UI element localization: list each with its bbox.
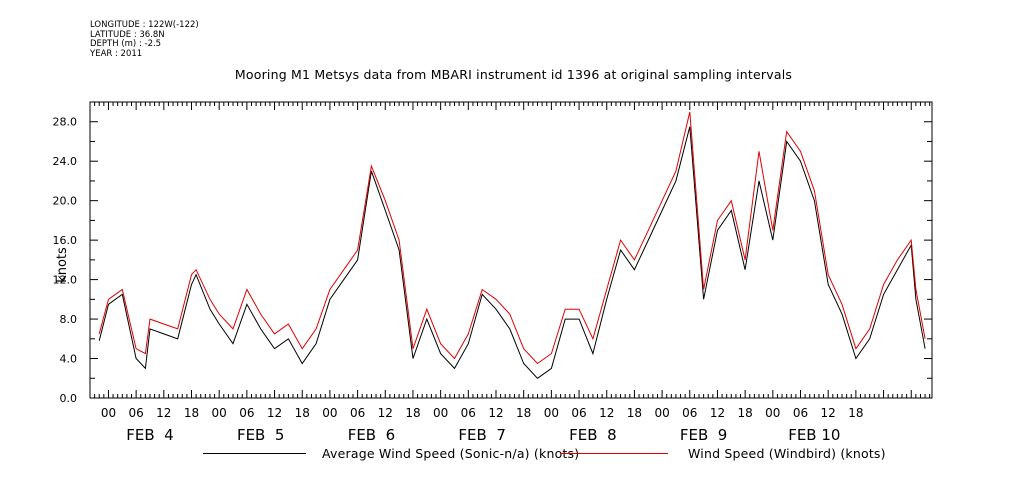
x-hour-label: 18 <box>848 406 863 420</box>
x-day-label: FEB 10 <box>788 426 840 444</box>
x-hour-label: 12 <box>378 406 393 420</box>
x-hour-label: 00 <box>654 406 669 420</box>
series-line-windbird <box>98 111 926 365</box>
y-tick-label: 8.0 <box>60 313 78 326</box>
legend-label-average: Average Wind Speed (Sonic-n/a) (knots) <box>322 446 580 461</box>
x-hour-label: 00 <box>212 406 227 420</box>
x-day-label: FEB 6 <box>348 426 395 444</box>
x-day-label: FEB 4 <box>126 426 173 444</box>
x-hour-label: 00 <box>101 406 116 420</box>
series-line-average-wind <box>98 126 926 379</box>
y-tick-label: 12.0 <box>53 274 78 287</box>
legend-swatch-windbird <box>560 453 668 454</box>
x-hour-label: 12 <box>599 406 614 420</box>
legend-swatch-average <box>203 453 306 454</box>
y-tick-label: 0.0 <box>60 392 78 405</box>
chart-title: Mooring M1 Metsys data from MBARI instru… <box>234 67 793 82</box>
x-hour-label: 06 <box>682 406 697 420</box>
x-hour-label: 06 <box>128 406 143 420</box>
x-hour-label: 06 <box>350 406 365 420</box>
metadata-block: LONGITUDE : 122W(-122) LATITUDE : 36.8N DE… <box>90 20 199 59</box>
x-hour-label: 18 <box>516 406 531 420</box>
x-hour-label: 12 <box>710 406 725 420</box>
x-day-label: FEB 5 <box>237 426 284 444</box>
x-hour-label: 18 <box>405 406 420 420</box>
x-day-label: FEB 7 <box>458 426 505 444</box>
plot-frame <box>89 101 933 399</box>
x-hour-label: 12 <box>156 406 171 420</box>
x-hour-label: 06 <box>461 406 476 420</box>
x-hour-label: 18 <box>738 406 753 420</box>
x-day-label: FEB 8 <box>569 426 616 444</box>
x-hour-label: 12 <box>488 406 503 420</box>
y-tick-label: 28.0 <box>53 116 78 129</box>
depth-label: DEPTH (m) : -2.5 <box>90 39 162 50</box>
x-hour-label: 00 <box>322 406 337 420</box>
latitude-label: LATITUDE : 36.8N <box>90 29 165 40</box>
x-hour-label: 00 <box>765 406 780 420</box>
y-tick-label: 24.0 <box>53 155 78 168</box>
axes: 0.0 4.0 8.0 12.0 16.0 20.0 24.0 28.0 00 06 12 18 00 0… <box>53 102 932 444</box>
series-layer <box>98 111 926 379</box>
x-hour-label: 06 <box>793 406 808 420</box>
y-axis-label: knots <box>55 247 70 283</box>
legend-label-windbird: Wind Speed (Windbird) (knots) <box>688 446 886 461</box>
y-tick-label: 16.0 <box>53 234 78 247</box>
year-label: YEAR : 2011 <box>90 48 143 59</box>
x-hour-label: 00 <box>433 406 448 420</box>
x-hour-label: 12 <box>267 406 282 420</box>
x-hour-label: 18 <box>184 406 199 420</box>
x-hour-label: 18 <box>295 406 310 420</box>
longitude-label: LONGITUDE : 122W(-122) <box>90 20 199 30</box>
x-day-label: FEB 9 <box>680 426 727 444</box>
x-hour-label: 12 <box>821 406 836 420</box>
x-hour-label: 18 <box>627 406 642 420</box>
y-tick-label: 20.0 <box>53 195 78 208</box>
x-hour-label: 06 <box>239 406 254 420</box>
x-hour-label: 06 <box>571 406 586 420</box>
y-tick-label: 4.0 <box>60 353 78 366</box>
x-hour-label: 00 <box>544 406 559 420</box>
